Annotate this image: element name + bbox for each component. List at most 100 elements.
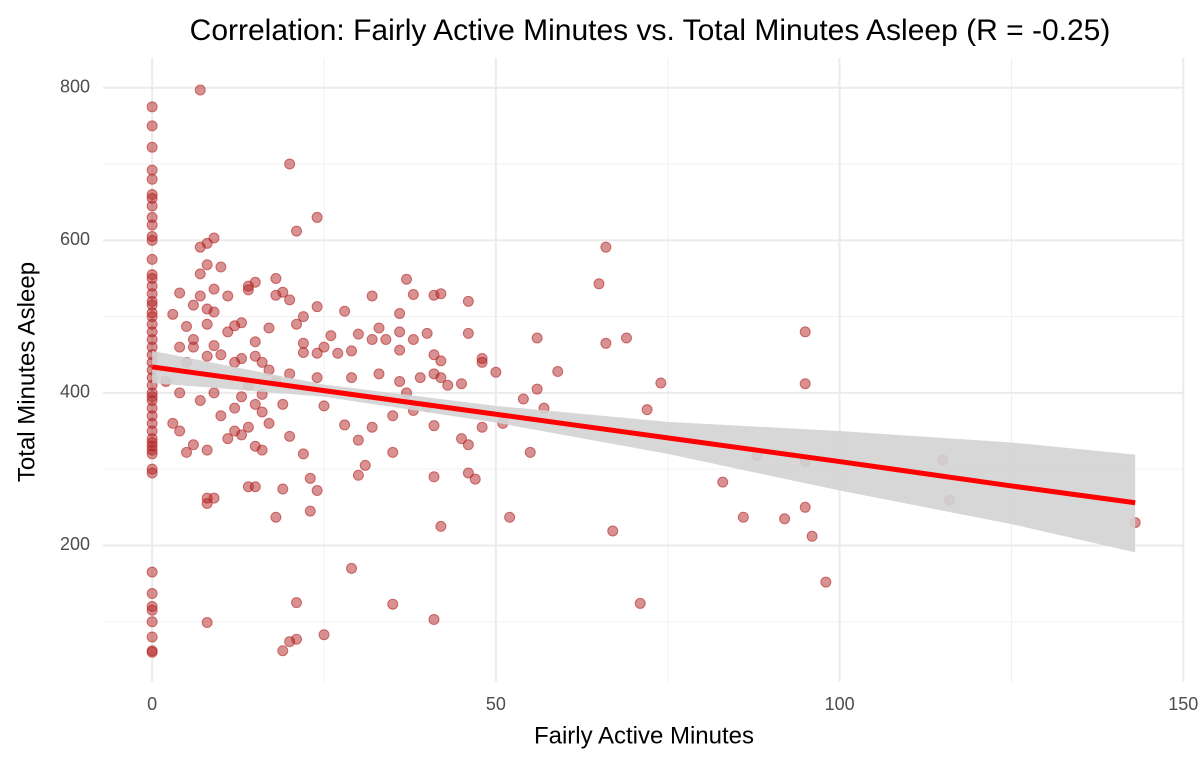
point <box>146 173 158 185</box>
point <box>407 333 419 345</box>
point <box>517 393 529 405</box>
point <box>194 241 206 253</box>
point <box>806 530 818 542</box>
point <box>297 448 309 460</box>
x-tick-label: 50 <box>486 694 506 714</box>
point <box>620 332 632 344</box>
point <box>215 261 227 273</box>
point <box>236 391 248 403</box>
point <box>146 141 158 153</box>
point <box>779 513 791 525</box>
point <box>346 372 358 384</box>
point <box>181 446 193 458</box>
point <box>476 356 488 368</box>
point <box>146 588 158 600</box>
point <box>249 481 261 493</box>
point <box>380 333 392 345</box>
point <box>318 400 330 412</box>
point <box>201 497 213 509</box>
point <box>146 616 158 628</box>
point <box>593 278 605 290</box>
point <box>187 439 199 451</box>
point <box>249 398 261 410</box>
point <box>297 337 309 349</box>
x-tick-label: 0 <box>147 694 157 714</box>
point <box>435 288 447 300</box>
point <box>277 286 289 298</box>
point <box>256 406 268 418</box>
y-tick-label: 600 <box>60 229 90 249</box>
point <box>208 283 220 295</box>
point <box>799 501 811 513</box>
point <box>236 429 248 441</box>
point <box>284 636 296 648</box>
point <box>146 448 158 460</box>
point <box>304 472 316 484</box>
point <box>352 469 364 481</box>
point <box>462 467 474 479</box>
point <box>146 200 158 212</box>
point <box>249 336 261 348</box>
point <box>428 613 440 625</box>
point <box>428 471 440 483</box>
point <box>146 467 158 479</box>
point <box>229 356 241 368</box>
point <box>504 511 516 523</box>
point <box>263 322 275 334</box>
point <box>291 318 303 330</box>
point <box>167 308 179 320</box>
point <box>201 318 213 330</box>
point <box>284 430 296 442</box>
point <box>146 234 158 246</box>
point <box>208 387 220 399</box>
point <box>256 444 268 456</box>
point <box>146 646 158 658</box>
point <box>277 398 289 410</box>
point <box>442 379 454 391</box>
point <box>366 421 378 433</box>
point <box>531 332 543 344</box>
point <box>373 368 385 380</box>
point <box>284 158 296 170</box>
point <box>318 629 330 641</box>
point <box>167 417 179 429</box>
point <box>297 311 309 323</box>
point <box>799 326 811 338</box>
point <box>146 253 158 265</box>
point <box>236 317 248 329</box>
point <box>318 341 330 353</box>
point <box>366 333 378 345</box>
point <box>174 387 186 399</box>
point <box>435 520 447 532</box>
point <box>359 459 371 471</box>
point <box>304 505 316 517</box>
y-axis-label: Total Minutes Asleep <box>13 262 40 482</box>
point <box>346 562 358 574</box>
point <box>146 164 158 176</box>
point <box>476 421 488 433</box>
point <box>174 287 186 299</box>
point <box>387 410 399 422</box>
point <box>270 511 282 523</box>
y-tick-label: 800 <box>60 77 90 97</box>
point <box>332 347 344 359</box>
point <box>146 631 158 643</box>
point <box>401 273 413 285</box>
point <box>600 337 612 349</box>
point <box>146 566 158 578</box>
point <box>387 598 399 610</box>
point <box>394 308 406 320</box>
point <box>462 439 474 451</box>
point <box>373 322 385 334</box>
point <box>229 402 241 414</box>
y-tick-label: 200 <box>60 534 90 554</box>
point <box>146 604 158 616</box>
point <box>394 326 406 338</box>
point <box>181 321 193 333</box>
point <box>291 597 303 609</box>
point <box>737 511 749 523</box>
point <box>208 340 220 352</box>
point <box>194 84 206 96</box>
point <box>222 290 234 302</box>
point <box>435 372 447 384</box>
